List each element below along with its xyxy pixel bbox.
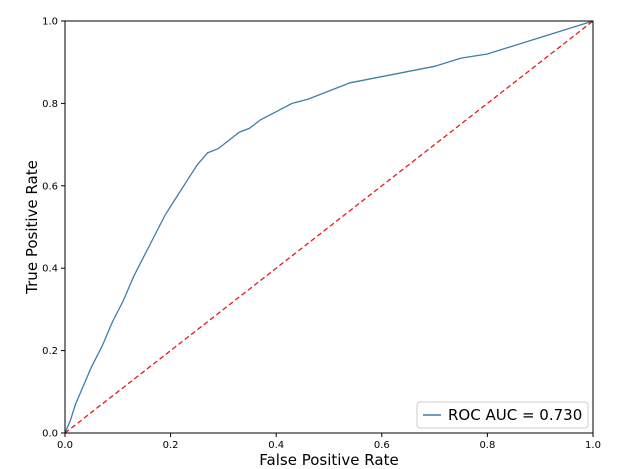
x-tick-label: 0.6 (374, 440, 390, 451)
y-tick-label: 1.0 (42, 17, 58, 28)
y-axis-label: True Positive Rate (23, 160, 41, 295)
y-tick-label: 0.4 (42, 264, 58, 275)
axis-ticks: 0.0 0.2 0.4 0.6 0.8 1.0 0.0 0.2 0.4 0.6 0.8 1.0 (42, 17, 601, 452)
x-tick-label: 1.0 (585, 440, 601, 451)
legend-box (416, 401, 589, 429)
plot-area (64, 20, 594, 434)
x-tick-label: 0.0 (57, 440, 73, 451)
x-tick-label: 0.2 (163, 440, 179, 451)
y-tick-label: 0.2 (42, 346, 58, 357)
roc-curve-line (64, 20, 594, 434)
x-axis-label: False Positive Rate (259, 451, 398, 469)
x-tick-label: 0.8 (479, 440, 495, 451)
y-tick-label: 0.8 (42, 99, 58, 110)
y-tick-label: 0.6 (42, 181, 58, 192)
x-tick-label: 0.4 (268, 440, 284, 451)
legend: ROC AUC = 0.730 (416, 401, 589, 429)
legend-entry-roc: ROC AUC = 0.730 (448, 406, 582, 424)
axes-frame (64, 20, 594, 434)
random-chance-line (64, 20, 594, 434)
y-tick-label: 0.0 (42, 429, 58, 440)
